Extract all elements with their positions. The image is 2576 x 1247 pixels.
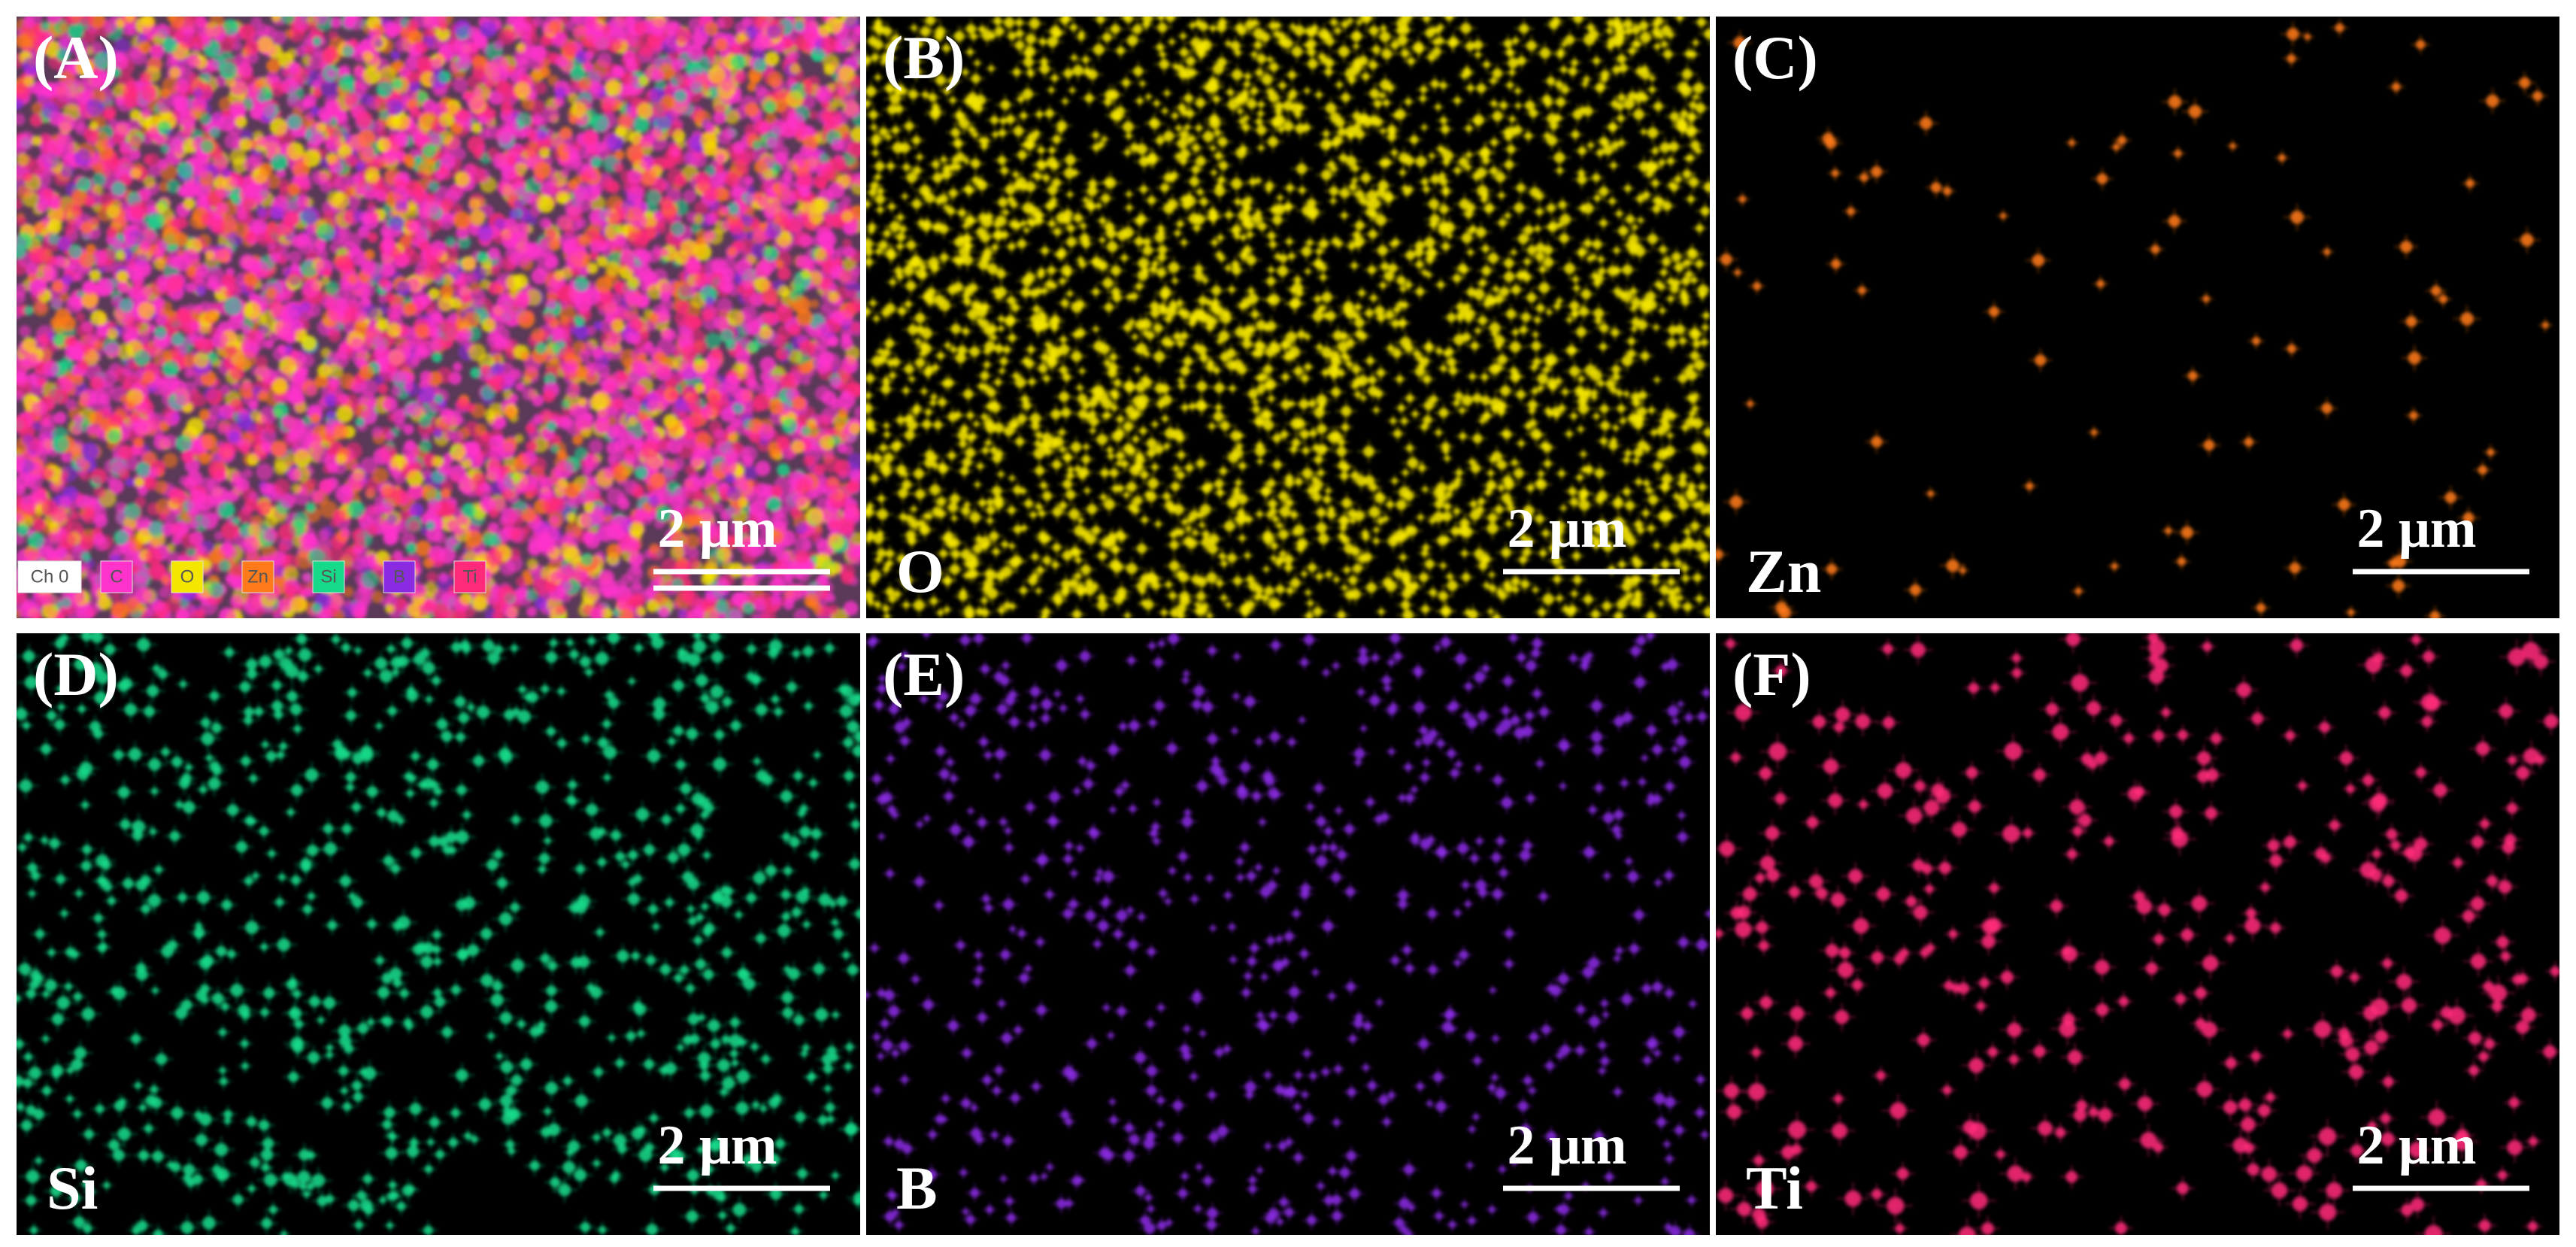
map-dot [525,588,538,601]
map-dot [371,590,384,603]
map-dot [71,511,81,521]
map-dot [580,426,592,438]
map-dot [526,558,538,570]
map-dot [17,113,26,126]
map-dot [125,456,140,471]
map-dot [32,300,49,317]
map-dot [190,389,200,399]
map-dot [273,461,288,475]
map-dot [596,52,612,68]
map-dot [19,325,32,338]
map-dot [162,453,178,469]
map-dot [359,457,378,475]
map-dot [426,571,438,583]
map-dot [371,467,389,484]
map-dot [596,363,611,378]
map-dot [466,74,480,89]
map-dot [17,283,28,297]
map-dot [214,531,224,541]
map-dot [243,469,253,478]
map-dot [60,454,71,463]
map-dot [646,190,662,205]
map-dot [371,426,383,438]
map-dot [92,172,107,187]
map-dot [17,153,29,166]
map-dot [755,84,768,97]
map-dot [527,215,538,226]
map-dot [328,329,341,343]
map-dot [751,612,762,618]
map-dot [333,174,350,192]
map-dot [404,56,420,71]
map-dot [419,439,432,453]
map-dot [677,608,688,618]
map-dot [607,454,617,464]
map-dot [251,366,262,377]
map-dots [17,17,860,618]
map-dot [371,120,383,133]
map-dot [453,147,467,161]
map-dot [445,236,456,247]
map-dot [802,376,811,386]
panel [17,17,860,618]
map-dot [377,294,388,304]
map-dot [347,195,361,209]
map-dot [589,439,604,454]
